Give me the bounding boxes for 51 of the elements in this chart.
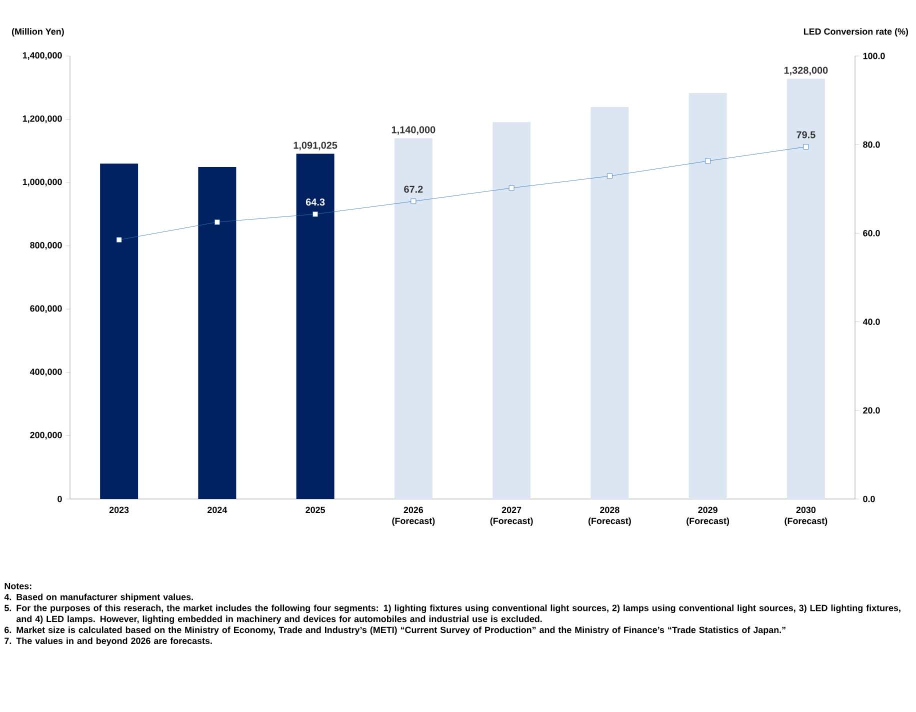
x-tick-label: 2023: [109, 506, 129, 514]
text: 4. Based on manufacturer shipment values.: [4, 594, 193, 602]
x-tick-label: 2029 (Forecast): [686, 506, 730, 526]
point: [607, 173, 612, 179]
text: 7. The values in and beyond 2026 are forecasts.: [4, 637, 212, 646]
point: [116, 237, 122, 243]
point: [214, 219, 220, 225]
x-tick-label: 2028 (Forecast): [588, 506, 631, 526]
y-axis-title: (Million Yen): [12, 28, 64, 36]
x-tick-label: 2027 (Forecast): [490, 506, 533, 526]
x-tick-label: 2025: [306, 506, 326, 514]
point: [312, 211, 318, 217]
x-tick-label: 2030 (Forecast): [784, 506, 828, 526]
bar: [394, 138, 432, 499]
text: Notes:: [4, 582, 32, 590]
y-tick-label: 200,000: [30, 432, 62, 440]
bar: [590, 106, 629, 499]
y2-tick-label: 100.0: [863, 52, 885, 60]
point: [803, 144, 809, 150]
data-label: 64.3: [306, 198, 325, 206]
y2-axis-title: LED Conversion rate (%): [804, 28, 908, 36]
y-tick-label: 800,000: [30, 242, 62, 250]
text: 6. Market size is calculated based on the Ministry of Economy, Trade and Industry’s (METI) “Current Survey of Production” and the Ministry of Finance’s “Trade Statistics of Japan.”: [4, 626, 786, 635]
bar: [786, 78, 825, 499]
y-tick-label: 1,200,000: [22, 115, 62, 124]
bar: [492, 122, 531, 499]
x-tick-label: 2026 (Forecast): [392, 506, 435, 526]
data-label: 67.2: [404, 186, 423, 193]
y-tick-label: 400,000: [30, 368, 62, 376]
y-tick-label: 0: [58, 496, 62, 502]
y-tick-label: 600,000: [30, 305, 62, 313]
y2-tick-label: 0.0: [863, 496, 875, 502]
point: [705, 158, 711, 164]
data-label: 79.5: [796, 131, 816, 138]
y-tick-label: 1,000,000: [22, 178, 62, 186]
point: [410, 198, 416, 204]
x-tick-label: 2024: [208, 506, 228, 514]
text: 5. For the purposes of this reserach, the market includes the following four segments: 1) lighting fixtures using conventional light sources, 2) lamps using conventional light sources, 3) LED lighting fixtures, and 4) LED lamps. However, lighting embedded in machinery and devices for automobiles and industrial use is excluded.: [4, 604, 900, 624]
y2-tick-label: 40.0: [862, 318, 880, 325]
bar: [688, 93, 727, 499]
data-label: 1,328,000: [784, 66, 828, 76]
bar: [100, 164, 138, 499]
data-label: 1,091,025: [294, 142, 338, 150]
y-tick-label: 1,400,000: [22, 52, 62, 60]
bar: [296, 154, 334, 499]
y2-tick-label: 80.0: [863, 141, 880, 148]
data-label: 1,140,000: [392, 126, 436, 135]
y2-tick-label: 60.0: [863, 230, 880, 236]
bar: [198, 167, 236, 499]
point: [508, 185, 514, 191]
y2-tick-label: 20.0: [863, 407, 880, 414]
